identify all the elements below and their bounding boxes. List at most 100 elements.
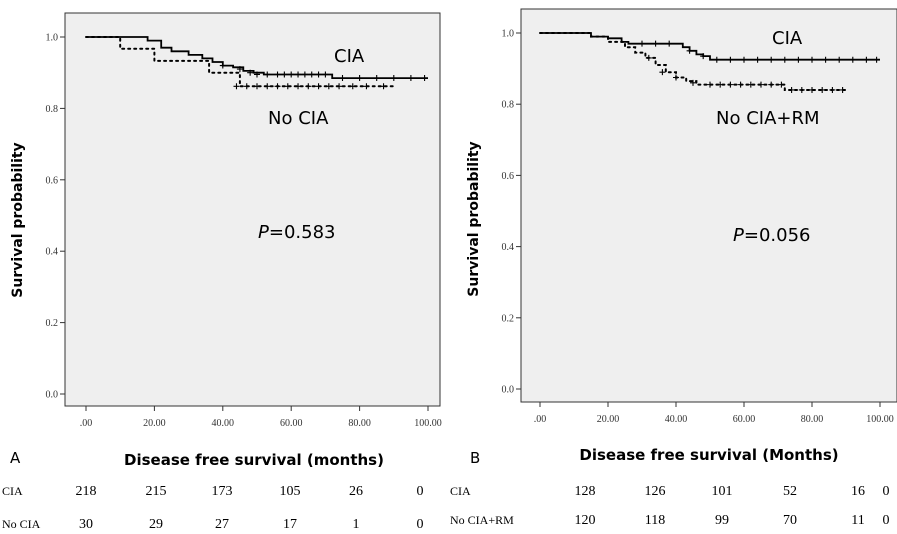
panel-b-censor-mark <box>707 81 713 88</box>
panel-b-censor-mark <box>717 81 724 88</box>
panel-a-risk-count: 0 <box>417 484 424 499</box>
panel-b-series-label-comparison: No CIA+RM <box>716 108 820 129</box>
panel-b-censor-mark <box>639 40 645 47</box>
panel-b-censor-mark <box>737 81 744 88</box>
panel-b-y-tick-label: 0.2 <box>502 313 515 324</box>
panel-a-censor-mark <box>315 71 322 78</box>
panel-b-risk-row-name: CIA <box>450 484 471 498</box>
panel-b-censor-mark <box>768 56 775 63</box>
panel-b-censor-mark <box>809 56 815 63</box>
panel-b-censor-mark <box>873 56 880 63</box>
panel-b-risk-count: 0 <box>883 484 890 499</box>
panel-a-y-tick-label: 0.2 <box>46 318 59 329</box>
panel-a-risk-count: 0 <box>417 517 424 532</box>
panel-a-censor-mark <box>264 71 271 78</box>
panel-b-risk-count: 0 <box>883 513 890 528</box>
panel-a-p-value: =0.583 <box>269 222 336 243</box>
panel-b-risk-count: 16 <box>851 484 865 499</box>
panel-b-censor-mark <box>690 79 696 86</box>
panel-a-censor-mark <box>281 71 288 78</box>
panel-b-panel-letter: B <box>470 449 480 467</box>
panel-a-censor-mark <box>254 83 260 90</box>
panel-b-censor-mark <box>781 56 788 63</box>
panel-a-y-tick-label: 0.8 <box>46 104 59 115</box>
panel-a-censor-mark <box>380 83 387 90</box>
panel-b-x-tick-label: .00 <box>534 414 547 425</box>
panel-b-y-tick-label: 1.0 <box>502 29 515 40</box>
panel-b-risk-count: 128 <box>575 484 596 499</box>
panel-b-censor-mark <box>819 86 826 93</box>
panel-b-risk-row-name: No CIA+RM <box>450 513 514 527</box>
panel-b-censor-mark <box>713 56 720 63</box>
panel-b-series-label-cia: CIA <box>772 28 803 49</box>
panel-b-risk-count: 118 <box>645 513 665 528</box>
panel-a-censor-mark <box>254 71 260 78</box>
panel-a-censor-mark <box>339 75 346 82</box>
panel-a-censor-mark <box>274 71 281 78</box>
panel-a-x-tick-label: .00 <box>80 418 93 429</box>
panel-b-censor-mark <box>863 56 870 63</box>
panel-a-censor-mark <box>407 75 414 82</box>
panel-a-x-tick-label: 60.00 <box>280 418 303 429</box>
panel-b-x-tick-label: 100.00 <box>866 414 894 425</box>
panel-b-y-axis-label: Survival probability <box>466 141 482 296</box>
panel-b-censor-mark <box>645 54 652 61</box>
panel-b-censor-mark <box>788 86 795 93</box>
panel-b-x-tick-label: 20.00 <box>597 414 620 425</box>
panel-a-risk-count: 215 <box>146 484 167 499</box>
panel-a-y-axis-label: Survival probability <box>10 142 26 297</box>
panel-a-censor-mark <box>219 62 226 69</box>
panel-a-p-value-annotation: P=0.583 <box>258 222 335 243</box>
panel-a-censor-mark <box>264 83 271 90</box>
panel-b-risk-count: 11 <box>851 513 864 528</box>
panel-a-series-label-cia: CIA <box>334 46 365 67</box>
panel-b-series-comparison-line <box>539 32 847 91</box>
panel-a-x-tick-label: 100.00 <box>414 418 442 429</box>
panel-b-censor-mark <box>747 81 754 88</box>
panel-a-risk-count: 1 <box>353 517 360 532</box>
panel-b-censor-mark <box>798 86 805 93</box>
panel-b-censor-mark <box>686 47 693 54</box>
panel-b-censor-mark <box>700 53 707 60</box>
panel-a-risk-count: 27 <box>215 517 229 532</box>
panel-b-censor-mark <box>741 56 747 63</box>
panel-b-censor-mark <box>849 56 856 63</box>
panel-b-censor-mark <box>829 86 836 93</box>
panel-a-censor-mark <box>363 83 370 90</box>
panel-a-risk-count: 29 <box>149 517 163 532</box>
panel-b-y-tick-label: 0.8 <box>502 100 515 111</box>
panel-b-risk-count: 126 <box>645 484 666 499</box>
panel-a-censor-mark <box>295 71 302 78</box>
panel-a-risk-count: 105 <box>280 484 301 499</box>
panel-b-censor-mark <box>727 56 734 63</box>
panel-b-censor-mark <box>652 40 659 47</box>
panel-b-risk-count: 52 <box>783 484 797 499</box>
panel-a-panel-letter: A <box>10 449 21 467</box>
panel-b-y-tick-label: 0.4 <box>502 242 515 253</box>
panel-b-x-tick-label: 60.00 <box>733 414 756 425</box>
panel-b-y-tick-label: 0.6 <box>502 171 515 182</box>
panel-b-p-value: =0.056 <box>744 225 811 246</box>
panel-a-censor-mark <box>325 83 332 90</box>
panel-a-censor-mark <box>336 83 343 90</box>
panel-a-risk-row-name: CIA <box>2 484 23 498</box>
panel-b-censor-mark <box>795 56 802 63</box>
panel-b-y-tick-label: 0.0 <box>502 385 515 396</box>
panel-a-risk-count: 30 <box>79 517 93 532</box>
panel-a-risk-count: 173 <box>212 484 233 499</box>
panel-a-censor-mark <box>421 75 428 82</box>
panel-b-censor-mark <box>768 81 775 88</box>
panel-b-plot-area <box>520 8 897 403</box>
panel-b-censor-mark <box>673 74 679 81</box>
panel-b-censor-mark <box>822 56 829 63</box>
panel-a-y-tick-label: 0.4 <box>46 247 59 258</box>
panel-a-x-tick-label: 80.00 <box>348 418 371 429</box>
panel-a-censor-mark <box>274 83 281 90</box>
panel-b-x-tick-label: 40.00 <box>665 414 688 425</box>
panel-a-risk-count: 17 <box>283 517 297 532</box>
panel-a-censor-mark <box>373 75 380 82</box>
panel-a-p-letter: P <box>258 222 269 243</box>
panel-b-censor-mark <box>839 86 846 93</box>
panel-b-risk-count: 120 <box>575 513 596 528</box>
